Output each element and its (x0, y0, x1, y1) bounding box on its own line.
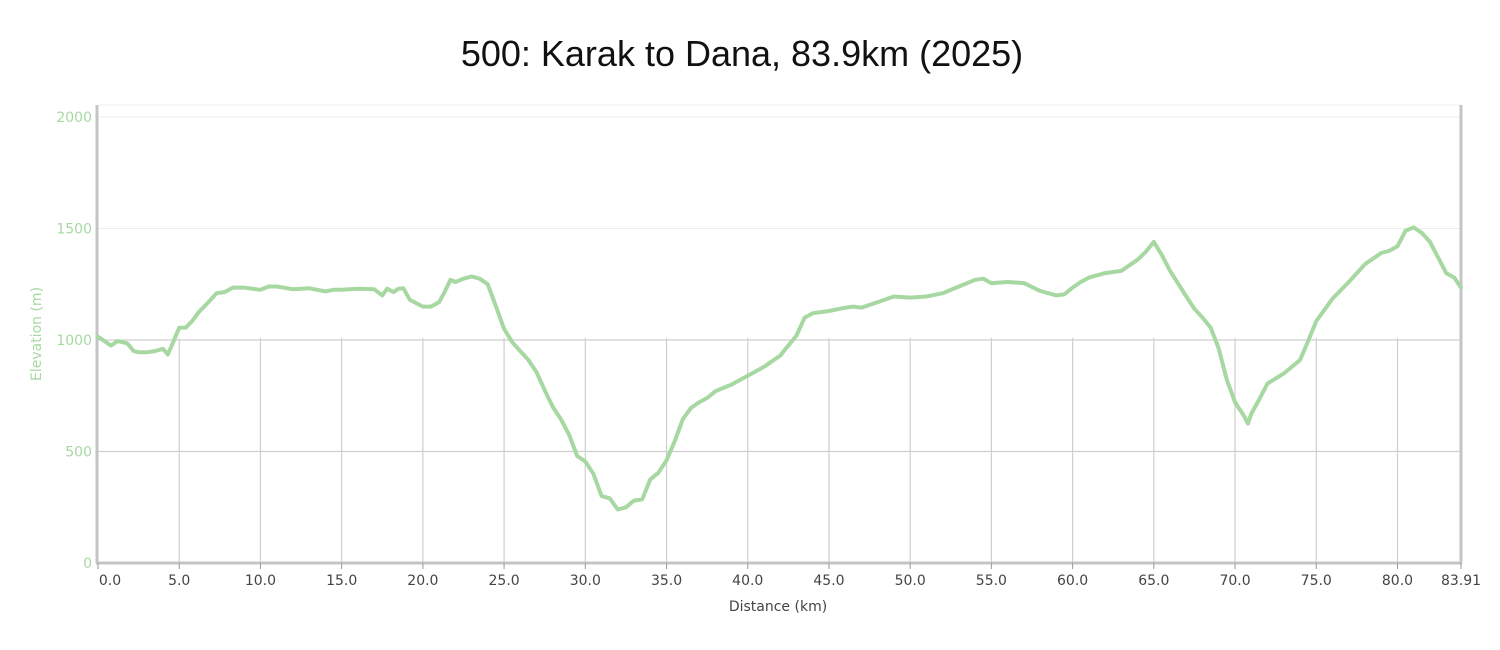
chart-title: 500: Karak to Dana, 83.9km (2025) (461, 33, 1023, 74)
y-tick-label: 1000 (56, 333, 92, 349)
x-tick-label: 20.0 (407, 573, 438, 589)
x-tick-label: 55.0 (976, 573, 1007, 589)
x-tick-label: 15.0 (326, 573, 357, 589)
x-axis-title: Distance (km) (729, 599, 827, 615)
grid-layer (98, 104, 1461, 563)
x-tick-label: 75.0 (1301, 573, 1332, 589)
ticks-layer: 0 500 1000 1500 2000 0.0 5.0 10.0 15.0 20.0 25.0 30… (56, 110, 1481, 589)
y-tick-label: 1500 (56, 222, 92, 238)
x-tick-label: 80.0 (1382, 573, 1413, 589)
x-tick-label: 40.0 (732, 573, 763, 589)
x-tick-label: 25.0 (489, 573, 520, 589)
x-tick-label: 5.0 (168, 573, 190, 589)
y-tick-label: 500 (65, 445, 92, 461)
x-tick-label: 10.0 (245, 573, 276, 589)
elevation-line (96, 225, 1463, 512)
x-tick-label: 70.0 (1219, 573, 1250, 589)
axes-layer (95, 105, 1463, 565)
series-layer (96, 225, 1463, 512)
x-tick-label: 0.0 (99, 573, 121, 589)
y-tick-label: 2000 (56, 110, 92, 126)
y-tick-label: 0 (83, 556, 92, 572)
y-axis-title: Elevation (m) (29, 287, 45, 381)
x-tick-label: 30.0 (570, 573, 601, 589)
x-tick-label: 60.0 (1057, 573, 1088, 589)
x-tick-label: 50.0 (895, 573, 926, 589)
x-tick-label: 35.0 (651, 573, 682, 589)
x-tick-label: 45.0 (813, 573, 844, 589)
x-tick-label: 65.0 (1138, 573, 1169, 589)
x-tick-label: 83.91 (1441, 573, 1481, 589)
